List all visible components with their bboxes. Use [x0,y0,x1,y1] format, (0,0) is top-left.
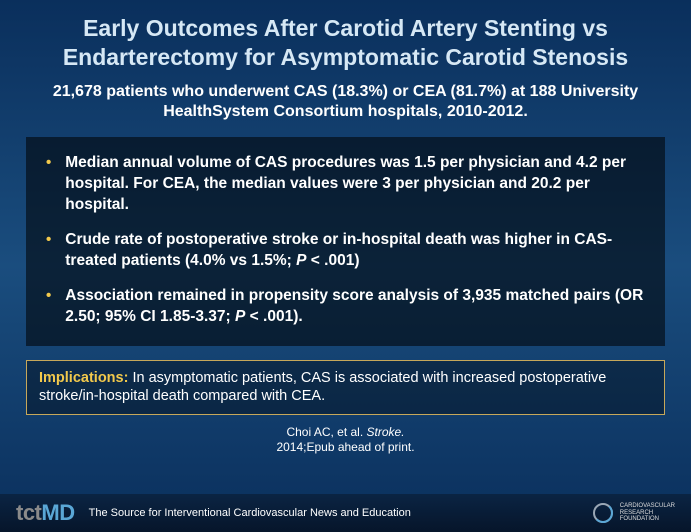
bullet-text: Association remained in propensity score… [65,286,645,328]
bullet-item: • Association remained in propensity sco… [46,286,645,328]
bullet-text: Median annual volume of CAS procedures w… [65,153,645,216]
citation-line-2: 2014;Epub ahead of print. [276,440,414,454]
bullet-icon: • [46,286,51,306]
crf-logo: Cardiovascular Research Foundation [592,502,675,524]
slide: Early Outcomes After Carotid Artery Sten… [0,0,691,532]
crf-text: Cardiovascular Research Foundation [620,503,675,523]
citation: Choi AC, et al. Stroke. 2014;Epub ahead … [26,425,665,454]
bullet-icon: • [46,230,51,250]
logo-part-md: MD [41,500,74,525]
bullet-text: Crude rate of postoperative stroke or in… [65,230,645,272]
logo-part-tct: tct [16,500,41,525]
crf-icon [592,502,614,524]
implications-box: Implications: In asymptomatic patients, … [26,360,665,416]
bullet-icon: • [46,153,51,173]
citation-line-1: Choi AC, et al. Stroke. [286,425,404,439]
bullets-box: • Median annual volume of CAS procedures… [26,137,665,345]
slide-subtitle: 21,678 patients who underwent CAS (18.3%… [26,82,665,124]
footer-bar: tctMD The Source for Interventional Card… [0,494,691,532]
bullet-item: • Crude rate of postoperative stroke or … [46,230,645,272]
tctmd-logo: tctMD [16,500,75,526]
footer-tagline: The Source for Interventional Cardiovasc… [89,507,411,519]
bullet-item: • Median annual volume of CAS procedures… [46,153,645,216]
implications-label: Implications: [39,370,128,386]
slide-title: Early Outcomes After Carotid Artery Sten… [26,14,665,72]
